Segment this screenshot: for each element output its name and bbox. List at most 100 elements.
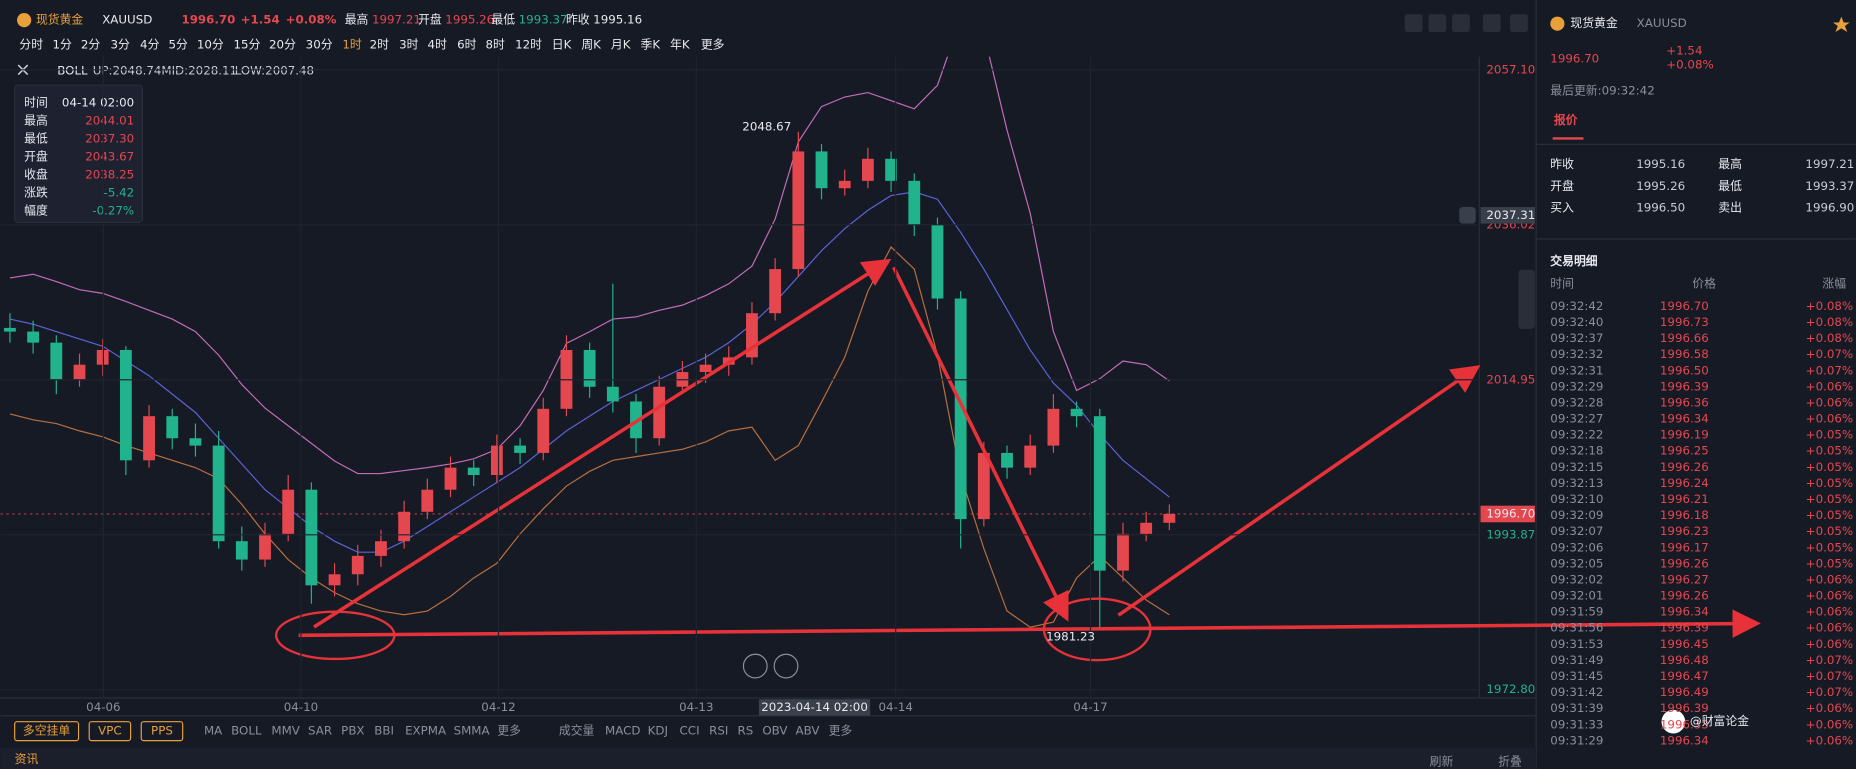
indicator-tab[interactable]: KDJ	[648, 724, 668, 738]
toolbar-button[interactable]	[88, 721, 132, 742]
indicator-tab[interactable]: RS	[738, 724, 754, 738]
trade-time: 09:32:09	[1550, 508, 1603, 522]
change-pct: +0.08%	[286, 13, 337, 27]
period-tab[interactable]: 6时	[457, 37, 477, 51]
period-tab[interactable]: 3时	[399, 37, 419, 51]
open: 1995.26	[445, 13, 494, 27]
indicator-tab[interactable]: CCI	[680, 724, 700, 738]
candle-body	[699, 364, 712, 373]
watermark-logo	[1661, 709, 1686, 734]
candle-body	[954, 298, 967, 520]
period-tab[interactable]: 分时	[19, 37, 43, 51]
play-back[interactable]	[742, 653, 768, 679]
period-tab[interactable]: 10分	[197, 37, 224, 51]
trade-change: +0.06%	[1806, 733, 1854, 747]
period-tab[interactable]: 4分	[140, 37, 160, 51]
toolbar-button-label[interactable]: 多空挂单	[23, 724, 70, 738]
toolbar-button-label[interactable]: PPS	[151, 724, 173, 738]
play-forward[interactable]	[773, 653, 799, 679]
collapse[interactable]: 折叠	[1498, 754, 1522, 768]
trade-change: +0.07%	[1806, 685, 1854, 699]
indicator-tab[interactable]: OBV	[762, 724, 787, 738]
trade-time: 09:32:07	[1550, 524, 1603, 538]
indicator-tab[interactable]: BBI	[374, 724, 394, 738]
low: 1993.37	[519, 13, 568, 27]
trade-price: 1996.39	[1660, 379, 1709, 393]
period-tab[interactable]: 5分	[168, 37, 188, 51]
indicator-tab[interactable]: PBX	[341, 724, 364, 738]
quote-label: 开盘	[1550, 179, 1574, 193]
symbol: XAUUSD	[1637, 16, 1687, 30]
period-tab[interactable]: 日K	[552, 37, 572, 51]
x-tick-label: 04-12	[481, 700, 515, 714]
favorite-star[interactable]	[1833, 16, 1850, 32]
period-tab[interactable]: 8时	[486, 37, 506, 51]
indicator-tab[interactable]: SMMA	[454, 724, 490, 738]
period-tab[interactable]: 年K	[670, 37, 690, 51]
tool-button[interactable]	[1452, 14, 1470, 32]
indicator-tab[interactable]: SAR	[308, 724, 332, 738]
label: 昨收	[566, 13, 590, 27]
period-tab[interactable]: 4时	[428, 37, 448, 51]
trade-change: +0.05%	[1806, 492, 1854, 506]
trade-change: +0.05%	[1806, 460, 1854, 474]
trade-time: 09:32:31	[1550, 363, 1603, 377]
crosshair-x-box	[758, 699, 871, 716]
period-tab[interactable]: 1时	[342, 37, 362, 51]
trades-column: 时间	[1550, 276, 1574, 290]
toolbar-button[interactable]	[14, 721, 80, 742]
trade-change: +0.05%	[1806, 476, 1854, 490]
tool-button[interactable]	[1510, 14, 1528, 32]
tool-button[interactable]	[1482, 14, 1501, 32]
quote-tab[interactable]: 报价	[1554, 113, 1578, 127]
period-tab[interactable]: 20分	[269, 37, 296, 51]
indicator-tab[interactable]: MACD	[605, 724, 640, 738]
tool-button[interactable]	[1428, 14, 1447, 32]
candle-body	[398, 511, 411, 542]
trade-change: +0.08%	[1806, 299, 1854, 313]
indicator-tab[interactable]: 更多	[829, 724, 853, 738]
trade-price: 1996.24	[1660, 476, 1709, 490]
toolbar-button[interactable]	[140, 721, 184, 742]
indicator-tab[interactable]: 更多	[497, 724, 521, 738]
toolbar-button-label[interactable]: VPC	[98, 724, 121, 738]
indicator-tab[interactable]: RSI	[709, 724, 728, 738]
period-tab[interactable]: 更多	[701, 37, 725, 51]
period-tab[interactable]: 30分	[306, 37, 333, 51]
period-tab[interactable]: 1分	[53, 37, 73, 51]
period-tab[interactable]: 2分	[81, 37, 101, 51]
candle-body	[606, 386, 619, 402]
candle-body	[490, 445, 503, 476]
period-tab[interactable]: 15分	[234, 37, 261, 51]
panel-toggle[interactable]	[1518, 269, 1535, 329]
indicator-tab[interactable]: MA	[204, 724, 222, 738]
candle-body	[375, 541, 387, 556]
trade-time: 09:31:42	[1550, 685, 1603, 699]
trade-change: +0.06%	[1806, 589, 1854, 603]
info-value: 2037.30	[85, 131, 134, 145]
low-label: 1981.23	[1046, 630, 1095, 644]
indicator-name: BOLL	[57, 63, 88, 77]
period-tab[interactable]: 季K	[641, 37, 661, 51]
period-tab[interactable]: 周K	[581, 37, 601, 51]
candle-body	[305, 489, 318, 586]
indicator-tab[interactable]: ABV	[795, 724, 819, 738]
indicator-tab[interactable]: 成交量	[559, 724, 595, 738]
indicator-tab[interactable]: BOLL	[231, 724, 262, 738]
candle-body	[282, 489, 295, 534]
info-label: 涨跌	[24, 185, 48, 199]
candle-body	[328, 574, 341, 586]
indicator-tab[interactable]: MMV	[271, 724, 300, 738]
period-tab[interactable]: 月K	[611, 37, 631, 51]
tool-button[interactable]	[1404, 14, 1423, 32]
quote-label: 昨收	[1550, 157, 1574, 171]
period-tab[interactable]: 2时	[370, 37, 390, 51]
period-tab[interactable]: 3分	[110, 37, 130, 51]
period-tab[interactable]: 12时	[515, 37, 542, 51]
alert-bell[interactable]	[1459, 207, 1476, 224]
quote-value: 1993.37	[1805, 179, 1854, 193]
refresh[interactable]: 刷新	[1430, 754, 1454, 768]
indicator-tab[interactable]: EXPMA	[405, 724, 446, 738]
label: 最低	[491, 13, 515, 27]
